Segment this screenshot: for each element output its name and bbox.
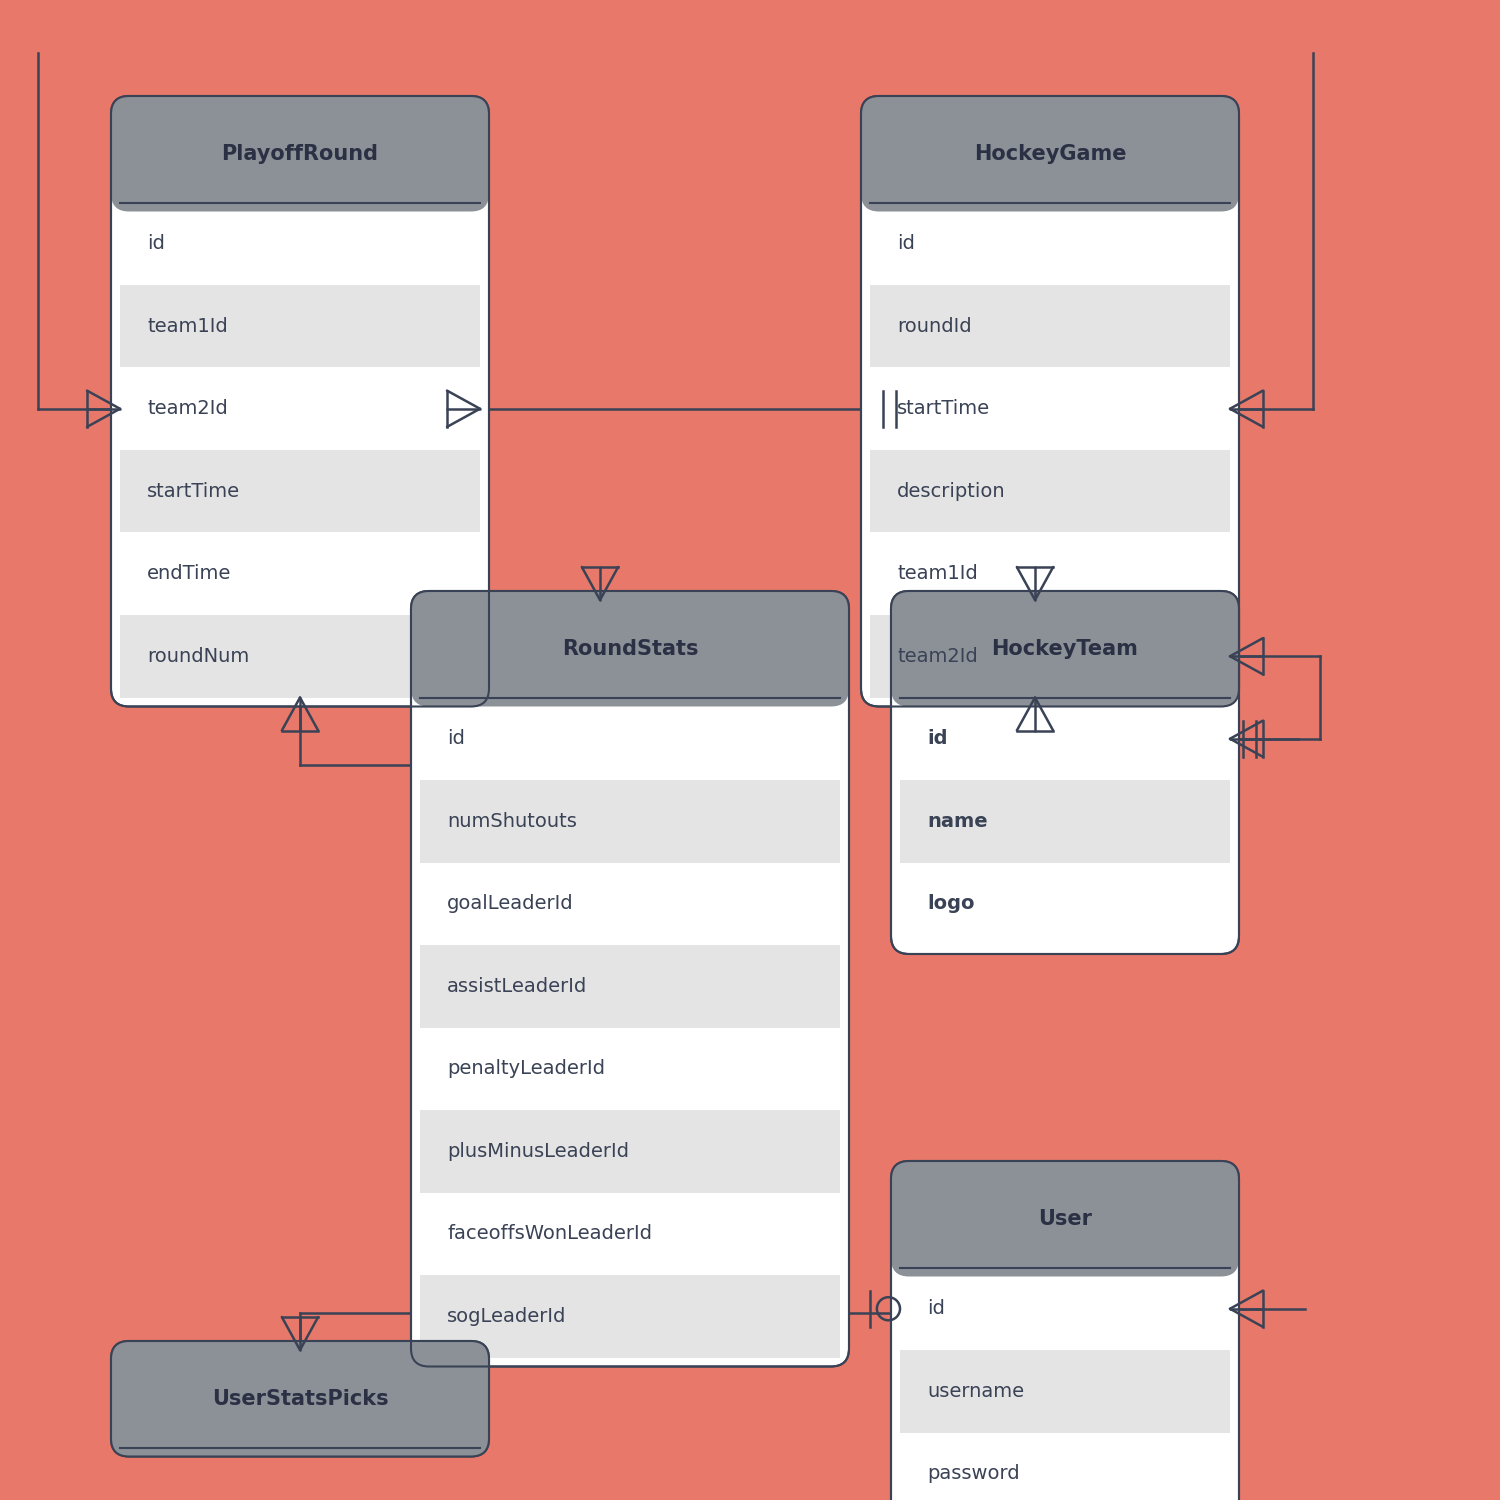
Text: roundNum: roundNum (147, 646, 249, 666)
Bar (420, 650, 840, 698)
Bar (900, 862, 1230, 945)
Bar (120, 368, 480, 450)
Bar (900, 698, 1230, 780)
Text: logo: logo (927, 894, 975, 914)
Text: team1Id: team1Id (147, 316, 228, 336)
Text: name: name (927, 812, 987, 831)
Bar (420, 1275, 840, 1358)
Bar (900, 1268, 1230, 1350)
Text: goalLeaderId: goalLeaderId (447, 894, 573, 914)
Text: UserStatsPicks: UserStatsPicks (211, 1389, 388, 1408)
Bar (420, 945, 840, 1028)
Bar (420, 1110, 840, 1192)
Bar (870, 154, 1230, 203)
Text: team2Id: team2Id (147, 399, 228, 418)
Bar (120, 450, 480, 532)
FancyBboxPatch shape (861, 96, 1239, 706)
Text: id: id (147, 234, 165, 254)
Bar (420, 698, 840, 780)
Bar (120, 1398, 480, 1447)
FancyBboxPatch shape (111, 1341, 489, 1456)
Text: startTime: startTime (147, 482, 240, 501)
FancyBboxPatch shape (891, 591, 1239, 706)
FancyBboxPatch shape (411, 591, 849, 1366)
Text: team1Id: team1Id (897, 564, 978, 584)
Bar (120, 154, 480, 203)
Text: faceoffsWonLeaderId: faceoffsWonLeaderId (447, 1224, 652, 1244)
Text: HockeyGame: HockeyGame (974, 144, 1126, 164)
Bar (870, 450, 1230, 532)
Bar (900, 1432, 1230, 1500)
Text: sogLeaderId: sogLeaderId (447, 1306, 567, 1326)
Bar (870, 285, 1230, 368)
Text: endTime: endTime (147, 564, 231, 584)
Text: id: id (927, 729, 948, 748)
Text: assistLeaderId: assistLeaderId (447, 976, 588, 996)
Bar (870, 202, 1230, 285)
Text: HockeyTeam: HockeyTeam (992, 639, 1138, 658)
Bar (420, 1028, 840, 1110)
Text: User: User (1038, 1209, 1092, 1228)
Text: id: id (897, 234, 915, 254)
FancyBboxPatch shape (111, 1341, 489, 1456)
Bar (120, 615, 480, 698)
Bar (870, 615, 1230, 698)
Bar (420, 862, 840, 945)
FancyBboxPatch shape (111, 96, 489, 211)
Bar (900, 650, 1230, 698)
FancyBboxPatch shape (861, 96, 1239, 211)
FancyBboxPatch shape (891, 1161, 1239, 1276)
Text: description: description (897, 482, 1005, 501)
Bar (420, 780, 840, 862)
Bar (120, 532, 480, 615)
Text: plusMinusLeaderId: plusMinusLeaderId (447, 1142, 628, 1161)
Text: password: password (927, 1464, 1020, 1484)
Text: id: id (447, 729, 465, 748)
Text: startTime: startTime (897, 399, 990, 418)
Bar (900, 780, 1230, 862)
Text: team2Id: team2Id (897, 646, 978, 666)
Text: penaltyLeaderId: penaltyLeaderId (447, 1059, 604, 1078)
Bar (870, 532, 1230, 615)
FancyBboxPatch shape (891, 1161, 1239, 1500)
Text: RoundStats: RoundStats (562, 639, 699, 658)
FancyBboxPatch shape (411, 591, 849, 706)
Text: username: username (927, 1382, 1024, 1401)
Bar (870, 368, 1230, 450)
FancyBboxPatch shape (111, 96, 489, 706)
Text: id: id (927, 1299, 945, 1318)
Bar (900, 1350, 1230, 1432)
Bar (120, 202, 480, 285)
Bar (120, 285, 480, 368)
FancyBboxPatch shape (891, 591, 1239, 954)
Text: roundId: roundId (897, 316, 972, 336)
Bar (420, 1192, 840, 1275)
Bar (900, 1218, 1230, 1267)
Text: PlayoffRound: PlayoffRound (222, 144, 378, 164)
Text: numShutouts: numShutouts (447, 812, 578, 831)
